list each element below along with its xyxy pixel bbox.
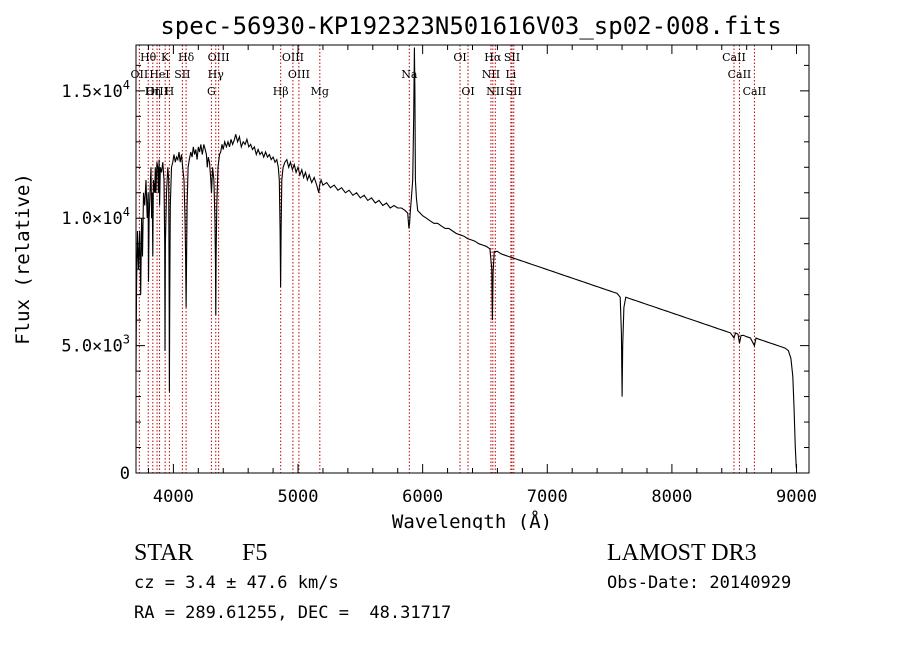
x-tick-label: 4000 [153, 487, 194, 507]
line-label-21: G [207, 85, 216, 98]
line-label-7: SII [504, 51, 520, 64]
line-label-16: Li [505, 68, 516, 81]
y-axis-label: Flux (relative) [12, 173, 34, 345]
line-label-23: Mg [311, 85, 329, 98]
x-tick-label: 5000 [278, 487, 319, 507]
line-label-27: CaII [743, 85, 767, 98]
x-tick-label: 7000 [527, 487, 568, 507]
line-label-19: Hη [145, 85, 161, 98]
line-label-25: NII [486, 85, 504, 98]
line-label-3: OIII [208, 51, 230, 64]
spectral-line-markers [138, 45, 755, 473]
line-label-8: CaII [722, 51, 746, 64]
coordinates-readout: RA = 289.61255, DEC = 48.31717 [134, 603, 452, 623]
line-label-1: K [161, 51, 170, 64]
object-class: STAR [134, 540, 194, 566]
y-axis-ticks: 0 5.0×103 1.0×104 1.5×104 [61, 64, 809, 484]
line-label-12: Hγ [208, 68, 225, 81]
x-axis-ticks: 4000 5000 6000 7000 8000 9000 [147, 45, 817, 507]
y-tick-label: 1.5×104 [61, 78, 130, 102]
line-label-22: Hβ [273, 85, 289, 98]
x-tick-label: 9000 [776, 487, 817, 507]
flux-series-line [135, 47, 797, 468]
obs-date: Obs-Date: 20140929 [607, 573, 792, 593]
chart-title: spec-56930-KP192323N501616V03_sp02-008.f… [160, 12, 781, 40]
line-label-17: CaII [728, 68, 752, 81]
survey-name: LAMOST DR3 [607, 540, 757, 566]
line-label-0: Hθ [140, 51, 157, 64]
line-label-20: H [165, 85, 175, 98]
object-subclass: F5 [242, 540, 268, 566]
plot-frame [135, 44, 810, 474]
line-label-24: OI [461, 85, 474, 98]
x-tick-label: 6000 [402, 487, 443, 507]
spectrum-chart: spec-56930-KP192323N501616V03_sp02-008.f… [12, 12, 817, 530]
y-tick-label: 0 [120, 464, 130, 484]
x-axis-label: Wavelength (Å) [392, 510, 552, 530]
line-label-26: SII [506, 85, 522, 98]
line-label-18: OIII [146, 85, 168, 98]
line-label-4: OIII [282, 51, 304, 64]
line-label-2: Hδ [178, 51, 195, 64]
line-label-6: Hα [484, 51, 502, 64]
y-tick-label: 1.0×104 [61, 205, 130, 229]
line-label-14: Na [401, 68, 418, 81]
line-label-10: HeI [149, 68, 169, 81]
line-label-5: OI [453, 51, 466, 64]
line-label-15: NII [482, 68, 500, 81]
line-label-11: SII [174, 68, 190, 81]
line-label-9: OII [131, 68, 149, 81]
y-tick-label: 5.0×103 [61, 333, 130, 357]
redshift-readout: cz = 3.4 ± 47.6 km/s [134, 573, 339, 593]
line-label-13: OIII [288, 68, 310, 81]
x-tick-label: 8000 [651, 487, 692, 507]
